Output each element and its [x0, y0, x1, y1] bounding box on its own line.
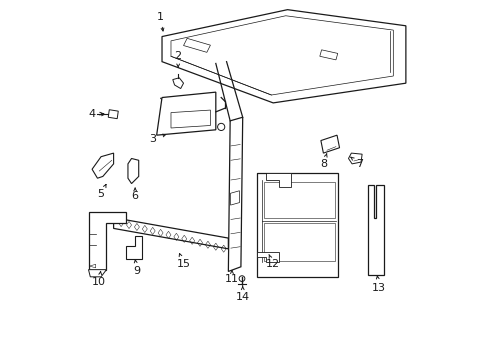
Polygon shape [257, 173, 290, 187]
Text: 15: 15 [176, 259, 190, 269]
Text: 14: 14 [235, 292, 249, 302]
Text: 10: 10 [92, 277, 106, 287]
Text: 4: 4 [88, 109, 96, 119]
Text: 9: 9 [133, 266, 140, 276]
Polygon shape [320, 135, 339, 153]
Polygon shape [257, 173, 337, 277]
Polygon shape [228, 117, 242, 271]
Text: 7: 7 [355, 159, 362, 169]
Text: 2: 2 [174, 51, 182, 61]
Text: 11: 11 [224, 274, 239, 284]
Text: 8: 8 [319, 159, 326, 169]
Polygon shape [172, 78, 183, 89]
Polygon shape [113, 218, 228, 249]
Text: 12: 12 [265, 259, 280, 269]
Text: 5: 5 [98, 189, 104, 199]
Polygon shape [348, 153, 362, 164]
Circle shape [239, 276, 244, 282]
Polygon shape [128, 158, 139, 184]
Polygon shape [88, 212, 126, 270]
Text: 13: 13 [371, 283, 385, 293]
Polygon shape [88, 270, 106, 277]
Polygon shape [126, 235, 142, 259]
Polygon shape [257, 252, 278, 262]
Polygon shape [156, 92, 215, 135]
Polygon shape [162, 10, 405, 103]
Polygon shape [108, 110, 118, 119]
Polygon shape [367, 185, 383, 275]
Text: 1: 1 [157, 12, 163, 22]
Text: 3: 3 [149, 134, 156, 144]
Text: 6: 6 [131, 191, 138, 201]
Polygon shape [92, 153, 113, 178]
